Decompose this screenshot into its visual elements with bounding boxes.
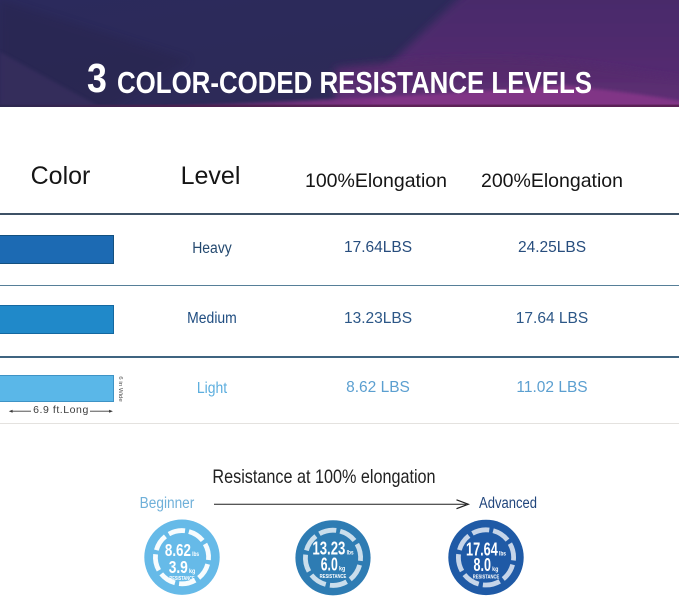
- svg-text:kg: kg: [492, 566, 498, 573]
- svg-text:6 in Wide: 6 in Wide: [117, 376, 123, 402]
- svg-text:8.0: 8.0: [473, 555, 490, 575]
- svg-text:RESISTANCE: RESISTANCE: [320, 574, 347, 580]
- svg-text:lbs: lbs: [347, 550, 354, 557]
- svg-text:RESISTANCE: RESISTANCE: [169, 576, 194, 582]
- svg-text:6.0: 6.0: [321, 555, 338, 575]
- svg-text:3.9: 3.9: [168, 557, 187, 577]
- svg-text:kg: kg: [339, 566, 345, 573]
- svg-text:lbs: lbs: [192, 551, 199, 558]
- svg-text:8.62: 8.62: [164, 540, 190, 560]
- svg-text:RESISTANCE: RESISTANCE: [473, 575, 500, 581]
- svg-text:kg: kg: [189, 568, 195, 575]
- svg-text:13.23: 13.23: [313, 539, 346, 559]
- svg-text:17.64: 17.64: [466, 540, 498, 560]
- svg-text:lbs: lbs: [499, 551, 506, 558]
